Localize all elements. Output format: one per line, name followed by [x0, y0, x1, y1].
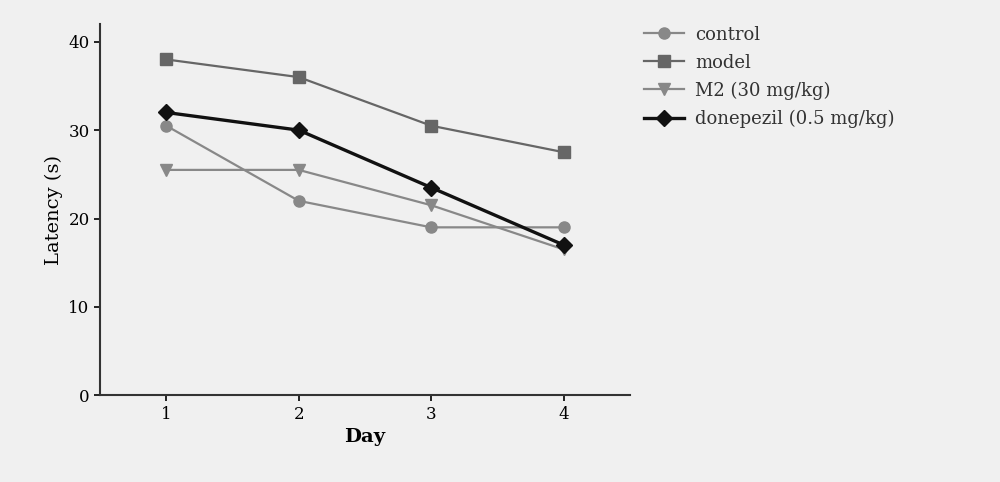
- Line: control: control: [161, 120, 569, 233]
- Line: donepezil (0.5 mg/kg): donepezil (0.5 mg/kg): [161, 107, 569, 251]
- model: [425, 123, 437, 129]
- Y-axis label: Latency (s): Latency (s): [45, 155, 63, 265]
- donepezil (0.5 mg/kg): [160, 109, 172, 115]
- model: [558, 149, 570, 155]
- M2 (30 mg/kg): [160, 167, 172, 173]
- M2 (30 mg/kg): [558, 247, 570, 253]
- Legend: control, model, M2 (30 mg/kg), donepezil (0.5 mg/kg): control, model, M2 (30 mg/kg), donepezil…: [644, 26, 894, 128]
- Line: model: model: [161, 54, 569, 158]
- model: [293, 74, 305, 80]
- control: [160, 123, 172, 129]
- X-axis label: Day: Day: [344, 428, 386, 446]
- control: [558, 225, 570, 230]
- Line: M2 (30 mg/kg): M2 (30 mg/kg): [161, 164, 569, 255]
- M2 (30 mg/kg): [425, 202, 437, 208]
- control: [293, 198, 305, 204]
- donepezil (0.5 mg/kg): [425, 185, 437, 190]
- M2 (30 mg/kg): [293, 167, 305, 173]
- donepezil (0.5 mg/kg): [293, 127, 305, 133]
- model: [160, 56, 172, 62]
- donepezil (0.5 mg/kg): [558, 242, 570, 248]
- control: [425, 225, 437, 230]
